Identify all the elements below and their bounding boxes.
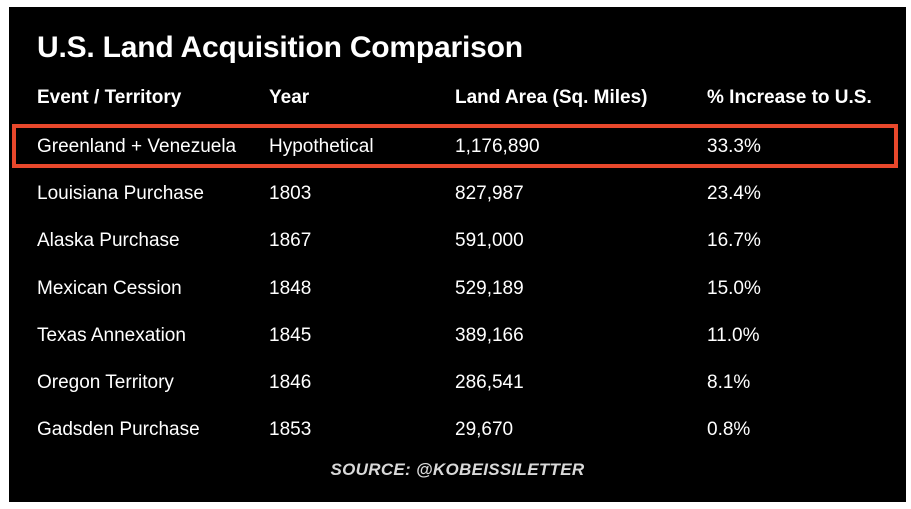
table-cell-year: 1867 <box>269 230 312 251</box>
table-cell-increase: 16.7% <box>707 230 761 251</box>
table-row: Greenland + Venezuela Hypothetical 1,176,8… <box>9 132 906 162</box>
table-cell-increase: 8.1% <box>707 372 751 393</box>
table-cell-land-area: 389,166 <box>455 325 524 346</box>
table-cell-land-area: 591,000 <box>455 230 524 251</box>
table-cell-land-area: 29,670 <box>455 419 514 440</box>
table-cell-land-area: 529,189 <box>455 278 524 299</box>
table-cell-event: Louisiana Purchase <box>37 183 204 204</box>
table-cell-year: Hypothetical <box>269 136 374 157</box>
column-header-land-area: Land Area (Sq. Miles) <box>455 87 648 108</box>
table-cell-increase: 15.0% <box>707 278 761 299</box>
column-header-event: Event / Territory <box>37 87 182 108</box>
table-row: Alaska Purchase 1867 591,000 16.7% <box>9 226 906 256</box>
table-cell-land-area: 1,176,890 <box>455 136 540 157</box>
table-row: Mexican Cession 1848 529,189 15.0% <box>9 274 906 304</box>
table-cell-year: 1848 <box>269 278 312 299</box>
table-cell-year: 1853 <box>269 419 312 440</box>
table-cell-increase: 33.3% <box>707 136 761 157</box>
table-cell-increase: 11.0% <box>707 325 760 346</box>
table-cell-event: Greenland + Venezuela <box>37 136 237 157</box>
table-row: Gadsden Purchase 1853 29,670 0.8% <box>9 415 906 445</box>
table-cell-event: Gadsden Purchase <box>37 419 200 440</box>
table-cell-increase: 0.8% <box>707 419 751 440</box>
table-row: Texas Annexation 1845 389,166 11.0% <box>9 321 906 351</box>
table-header-row: Event / Territory Year Land Area (Sq. Mi… <box>9 83 906 113</box>
chart-title: U.S. Land Acquisition Comparison <box>37 31 523 64</box>
table-cell-event: Alaska Purchase <box>37 230 180 251</box>
table-cell-year: 1803 <box>269 183 312 204</box>
table-cell-year: 1846 <box>269 372 312 393</box>
column-header-year: Year <box>269 87 310 108</box>
table-cell-land-area: 286,541 <box>455 372 524 393</box>
table-cell-year: 1845 <box>269 325 312 346</box>
table-cell-event: Oregon Territory <box>37 372 174 393</box>
column-header-increase: % Increase to U.S. <box>707 87 872 108</box>
table-cell-land-area: 827,987 <box>455 183 524 204</box>
table-panel: U.S. Land Acquisition Comparison Event /… <box>9 7 906 502</box>
table-row: Oregon Territory 1846 286,541 8.1% <box>9 368 906 398</box>
table-cell-event: Texas Annexation <box>37 325 186 346</box>
source-note: SOURCE: @KOBEISSILETTER <box>330 460 585 479</box>
table-cell-increase: 23.4% <box>707 183 761 204</box>
table-row: Louisiana Purchase 1803 827,987 23.4% <box>9 179 906 209</box>
table-cell-event: Mexican Cession <box>37 278 182 299</box>
highlight-box <box>12 124 898 168</box>
